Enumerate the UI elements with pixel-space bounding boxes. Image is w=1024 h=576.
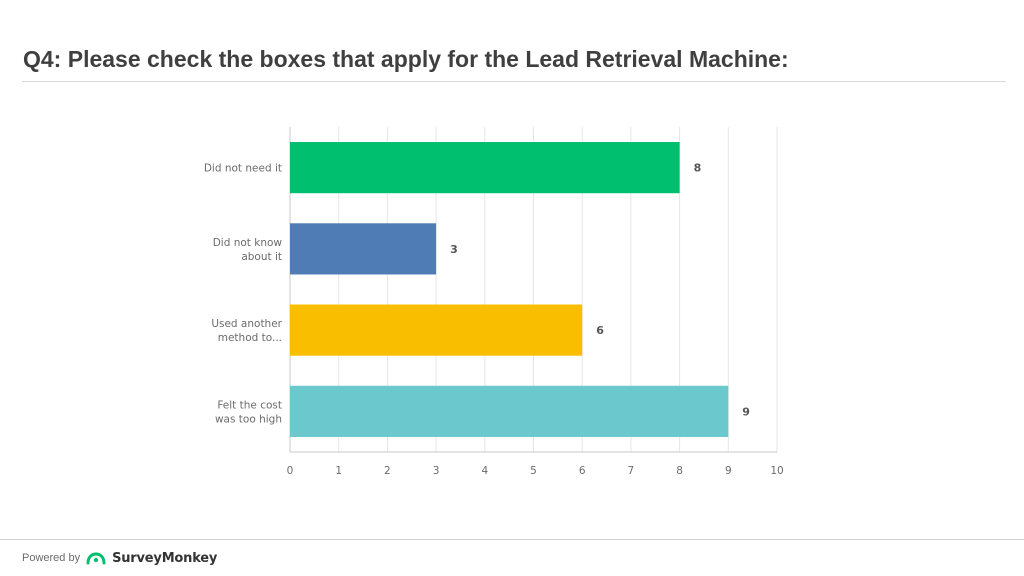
- footer-divider: [0, 539, 1024, 540]
- x-tick-label: 8: [676, 465, 683, 477]
- category-label: Used another method to...: [211, 318, 282, 344]
- page-title: Q4: Please check the boxes that apply fo…: [23, 46, 789, 72]
- x-tick-label: 9: [725, 465, 732, 477]
- x-tick-label: 7: [628, 465, 635, 477]
- footer: Powered by SurveyMonkey: [22, 548, 217, 568]
- powered-by-text: Powered by: [22, 552, 81, 564]
- category-label-line: method to...: [218, 332, 282, 344]
- data-label: 9: [742, 405, 750, 418]
- category-label-line: Felt the cost: [217, 399, 282, 411]
- data-label: 6: [596, 324, 604, 337]
- x-tick-label: 6: [579, 465, 586, 477]
- x-tick-label: 4: [481, 465, 488, 477]
- data-label: 3: [450, 243, 458, 256]
- x-tick-label: 3: [433, 465, 440, 477]
- category-label: Did not need it: [204, 163, 282, 175]
- category-label-line: Did not know: [213, 237, 283, 249]
- x-tick-label: 1: [335, 465, 342, 477]
- bar-layer: [290, 142, 729, 437]
- surveymonkey-brand: SurveyMonkey: [112, 550, 218, 566]
- x-tick-label: 2: [384, 465, 391, 477]
- bar-3: [290, 304, 583, 356]
- category-label-line: Used another: [211, 318, 282, 330]
- x-tick-label: 5: [530, 465, 537, 477]
- bar-chart: 0 1 2 3 4 5 6 7 8 9 10 8 Did not need it 3 Did not kno…: [204, 127, 784, 477]
- bar-1: [290, 142, 680, 194]
- surveymonkey-logo-icon: [86, 552, 106, 565]
- data-label: 8: [694, 162, 702, 175]
- bar-2: [290, 223, 437, 275]
- category-label-line: was too high: [215, 413, 282, 425]
- category-label: Felt the cost was too high: [215, 399, 282, 425]
- category-label-line: about it: [241, 251, 282, 263]
- category-label: Did not know about it: [213, 237, 283, 263]
- label-layer: 0 1 2 3 4 5 6 7 8 9 10 8 Did not need it 3 Did not kno…: [204, 162, 784, 477]
- x-tick-label: 0: [287, 465, 294, 477]
- title-divider: [22, 81, 1006, 82]
- category-label-line: Did not need it: [204, 163, 282, 175]
- x-tick-label: 10: [770, 465, 783, 477]
- bar-4: [290, 385, 729, 437]
